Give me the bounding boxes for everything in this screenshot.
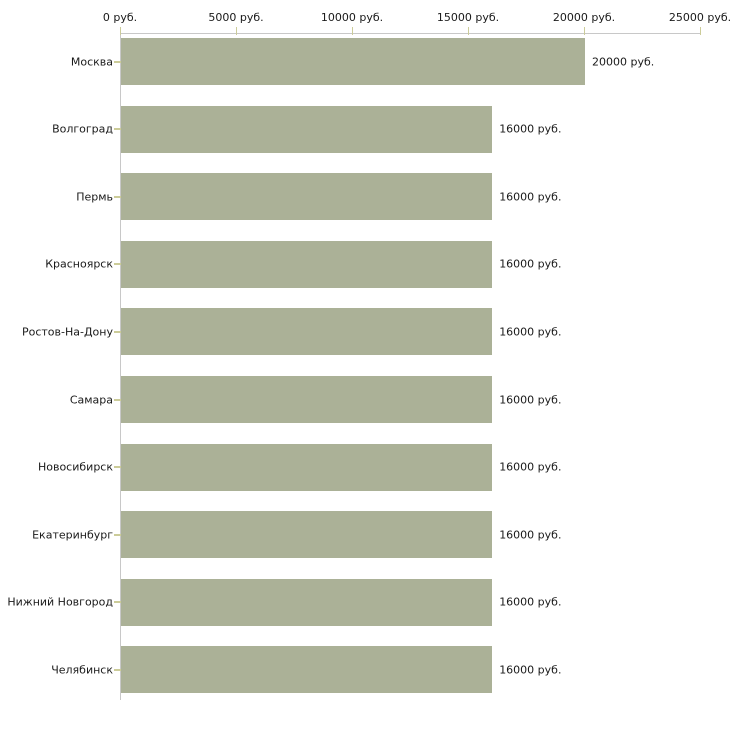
y-tick [114,128,121,131]
category-label: Екатеринбург [32,528,113,542]
value-label: 20000 руб. [592,55,655,68]
bar [121,105,493,153]
y-tick [114,263,121,266]
category-label: Челябинск [51,663,113,677]
value-label: 16000 руб. [499,528,562,542]
bar [121,38,585,85]
x-tick-label: 0 руб. [102,11,138,24]
value-label: 16000 руб. [499,122,562,136]
x-tick-label: 25000 руб. [668,11,730,24]
category-label: Новосибирск [37,460,113,474]
bar [121,646,493,694]
value-label: 16000 руб. [499,257,562,271]
y-tick [114,330,121,333]
x-tick [584,27,585,35]
x-tick [468,27,469,35]
bar [121,173,493,221]
value-label: 16000 руб. [499,663,562,677]
bar [121,511,493,559]
value-label: 16000 руб. [499,190,562,204]
x-tick [120,27,121,35]
bar [121,308,493,356]
value-label: 16000 руб. [499,393,562,406]
y-tick [114,398,121,401]
bar [121,240,493,288]
y-tick [114,195,121,198]
y-tick [114,601,121,604]
category-label: Москва [70,55,113,68]
x-axis-line [120,33,701,34]
category-label: Пермь [76,190,113,204]
x-tick [236,27,237,35]
category-label: Нижний Новгород [7,595,113,609]
x-tick-label: 15000 руб. [436,11,500,24]
y-tick [114,60,121,63]
bar [121,578,493,626]
x-tick-label: 10000 руб. [320,11,384,24]
category-label: Волгоград [52,122,113,136]
x-tick [700,27,701,35]
category-label: Красноярск [45,257,113,271]
category-label: Самара [69,393,113,406]
category-label: Ростов-На-Дону [21,325,113,339]
value-label: 16000 руб. [499,460,562,474]
x-tick-label: 5000 руб. [208,11,264,24]
x-tick-label: 20000 руб. [552,11,616,24]
y-axis-line [120,33,121,700]
y-tick [114,533,121,536]
value-label: 16000 руб. [499,595,562,609]
y-tick [114,466,121,469]
x-tick [352,27,353,35]
bar [121,443,493,491]
bar [121,376,493,423]
value-label: 16000 руб. [499,325,562,339]
y-tick [114,668,121,671]
